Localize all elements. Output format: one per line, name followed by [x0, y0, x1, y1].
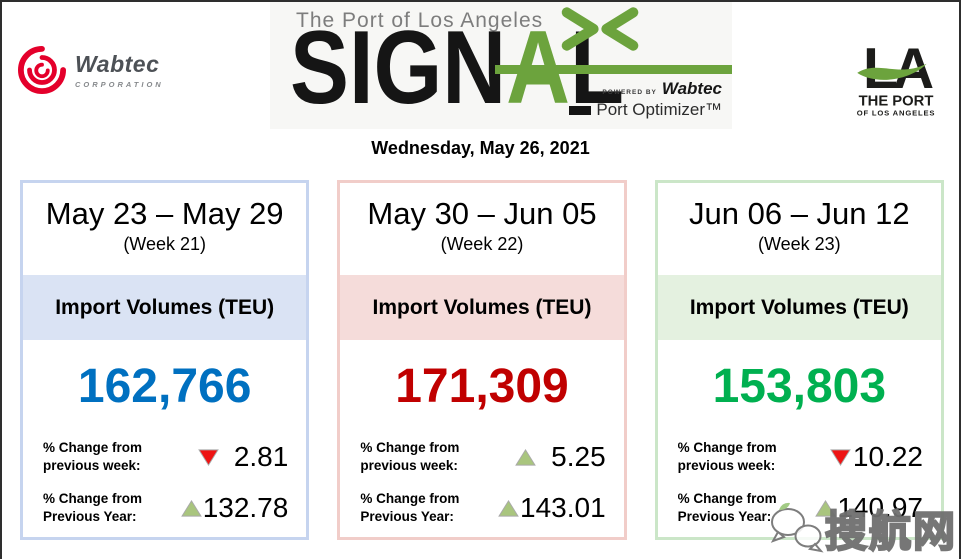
wabtec-swirl-icon	[18, 46, 66, 94]
change-up-icon	[497, 499, 520, 518]
change-down-icon	[197, 448, 221, 467]
la-line2: OF LOS ANGELES	[857, 109, 936, 118]
wabtec-subtitle: CORPORATION	[75, 80, 164, 89]
wabtec-wordmark: Wabtec CORPORATION	[75, 51, 164, 89]
import-volume-value: 162,766	[77, 360, 252, 413]
signal-letters-black: SIGN	[290, 10, 507, 126]
la-green-wave	[857, 63, 927, 80]
stat-label-line2: Previous Year:	[43, 509, 137, 524]
card-week-label: (Week 22)	[440, 234, 524, 254]
la-line1: THE PORT	[859, 94, 934, 110]
import-volume-value: 153,803	[712, 360, 887, 413]
port-optimizer-label: Port Optimizer™	[596, 100, 722, 119]
card-metric-label: Import Volumes (TEU)	[657, 275, 941, 340]
chat-bubbles-icon	[770, 502, 824, 553]
card-date-range: May 30 – Jun 05	[367, 196, 597, 231]
import-volume-value: 171,309	[395, 360, 569, 413]
stat-row-prev-week: % Change from previous week: 10.22	[678, 435, 925, 479]
stat-value: 140.97	[837, 492, 923, 523]
wabtec-logo: Wabtec CORPORATION	[18, 46, 164, 94]
stat-value: 143.01	[520, 492, 606, 523]
stat-value: 5.25	[551, 441, 606, 472]
stat-value: 10.22	[852, 441, 923, 472]
watermark-text: 搜航网	[824, 508, 957, 555]
stat-row-prev-year: % Change from Previous Year: 132.78	[43, 486, 290, 530]
stat-label-line1: % Change from	[43, 439, 143, 455]
card-week-label: (Week 21)	[123, 234, 207, 254]
stat-value: 2.81	[233, 441, 289, 472]
week-card-21: May 23 – May 29 (Week 21) Import Volumes…	[20, 180, 310, 540]
stat-label: % Change from previous week:	[678, 439, 804, 475]
change-down-icon	[829, 448, 853, 467]
stat-label-line1: % Change from	[360, 439, 460, 455]
stat-row-prev-week: % Change from previous week: 2.81	[43, 435, 290, 479]
stat-value: 132.78	[202, 492, 289, 523]
stat-label-line1: % Change from	[677, 439, 777, 455]
stat-label-line1: % Change from	[677, 490, 777, 506]
card-week-label: (Week 23)	[757, 234, 841, 254]
stat-label-line1: % Change from	[360, 490, 460, 506]
card-date-range: May 23 – May 29	[45, 196, 284, 231]
powered-by-brand: Wabtec	[661, 79, 722, 98]
wabtec-name: Wabtec	[75, 51, 160, 77]
card-stats: % Change from previous week: 2.81 % Chang…	[43, 435, 290, 537]
signal-logo: The Port of Los Angeles SIGNAL POWERED B…	[270, 2, 732, 129]
card-metric-label: Import Volumes (TEU)	[340, 275, 624, 340]
card-date-range: Jun 06 – Jun 12	[689, 196, 910, 231]
change-up-icon	[814, 499, 837, 518]
signal-green-bar	[495, 65, 732, 74]
la-port-logo: LA THE PORT OF LOS ANGELES	[845, 32, 947, 127]
week-cards: May 23 – May 29 (Week 21) Import Volumes…	[20, 180, 944, 540]
signal-kicker: The Port of Los Angeles	[296, 9, 544, 32]
stat-label-line2: Previous Year:	[360, 509, 454, 524]
stat-row-prev-week: % Change from previous week: 5.25	[360, 435, 607, 479]
change-up-icon	[180, 499, 203, 518]
stat-label-line2: Previous Year:	[677, 509, 772, 524]
week-card-22: May 30 – Jun 05 (Week 22) Import Volumes…	[337, 180, 627, 540]
stat-label: % Change from previous week:	[43, 439, 171, 475]
date-banner: Wednesday, May 26, 2021	[371, 138, 590, 158]
watermark: 搜航网	[767, 501, 957, 555]
signal-x-icon	[561, 7, 639, 51]
stat-label: % Change from previous week:	[360, 439, 488, 475]
week-card-23: Jun 06 – Jun 12 (Week 23) Import Volumes…	[654, 180, 944, 540]
header: Wabtec CORPORATION The Port of Los Angel…	[2, 2, 959, 132]
card-metric-label: Import Volumes (TEU)	[23, 275, 307, 340]
stat-row-prev-year: % Change from Previous Year: 143.01	[360, 486, 607, 530]
stat-label: % Change from Previous Year:	[678, 490, 789, 526]
stat-label-line2: previous week:	[43, 458, 141, 473]
stat-label-line2: previous week:	[360, 458, 458, 473]
change-up-icon	[514, 448, 538, 467]
card-stats: % Change from previous week: 5.25 % Chang…	[360, 435, 607, 537]
stat-label-line1: % Change from	[43, 490, 143, 506]
port-optimizer-dash	[569, 105, 592, 115]
powered-by-block: POWERED BY Wabtec Port Optimizer™	[569, 79, 722, 120]
powered-by-label: POWERED BY	[602, 89, 657, 96]
stat-label: % Change from Previous Year:	[43, 490, 154, 526]
stat-label: % Change from Previous Year:	[360, 490, 471, 526]
stat-label-line2: previous week:	[677, 458, 776, 473]
card-stats: % Change from previous week: 10.22 % Chan…	[678, 435, 925, 537]
stat-row-prev-year: % Change from Previous Year: 140.97	[678, 486, 925, 530]
la-port-logo-graphic: LA THE PORT OF LOS ANGELES	[857, 37, 938, 118]
